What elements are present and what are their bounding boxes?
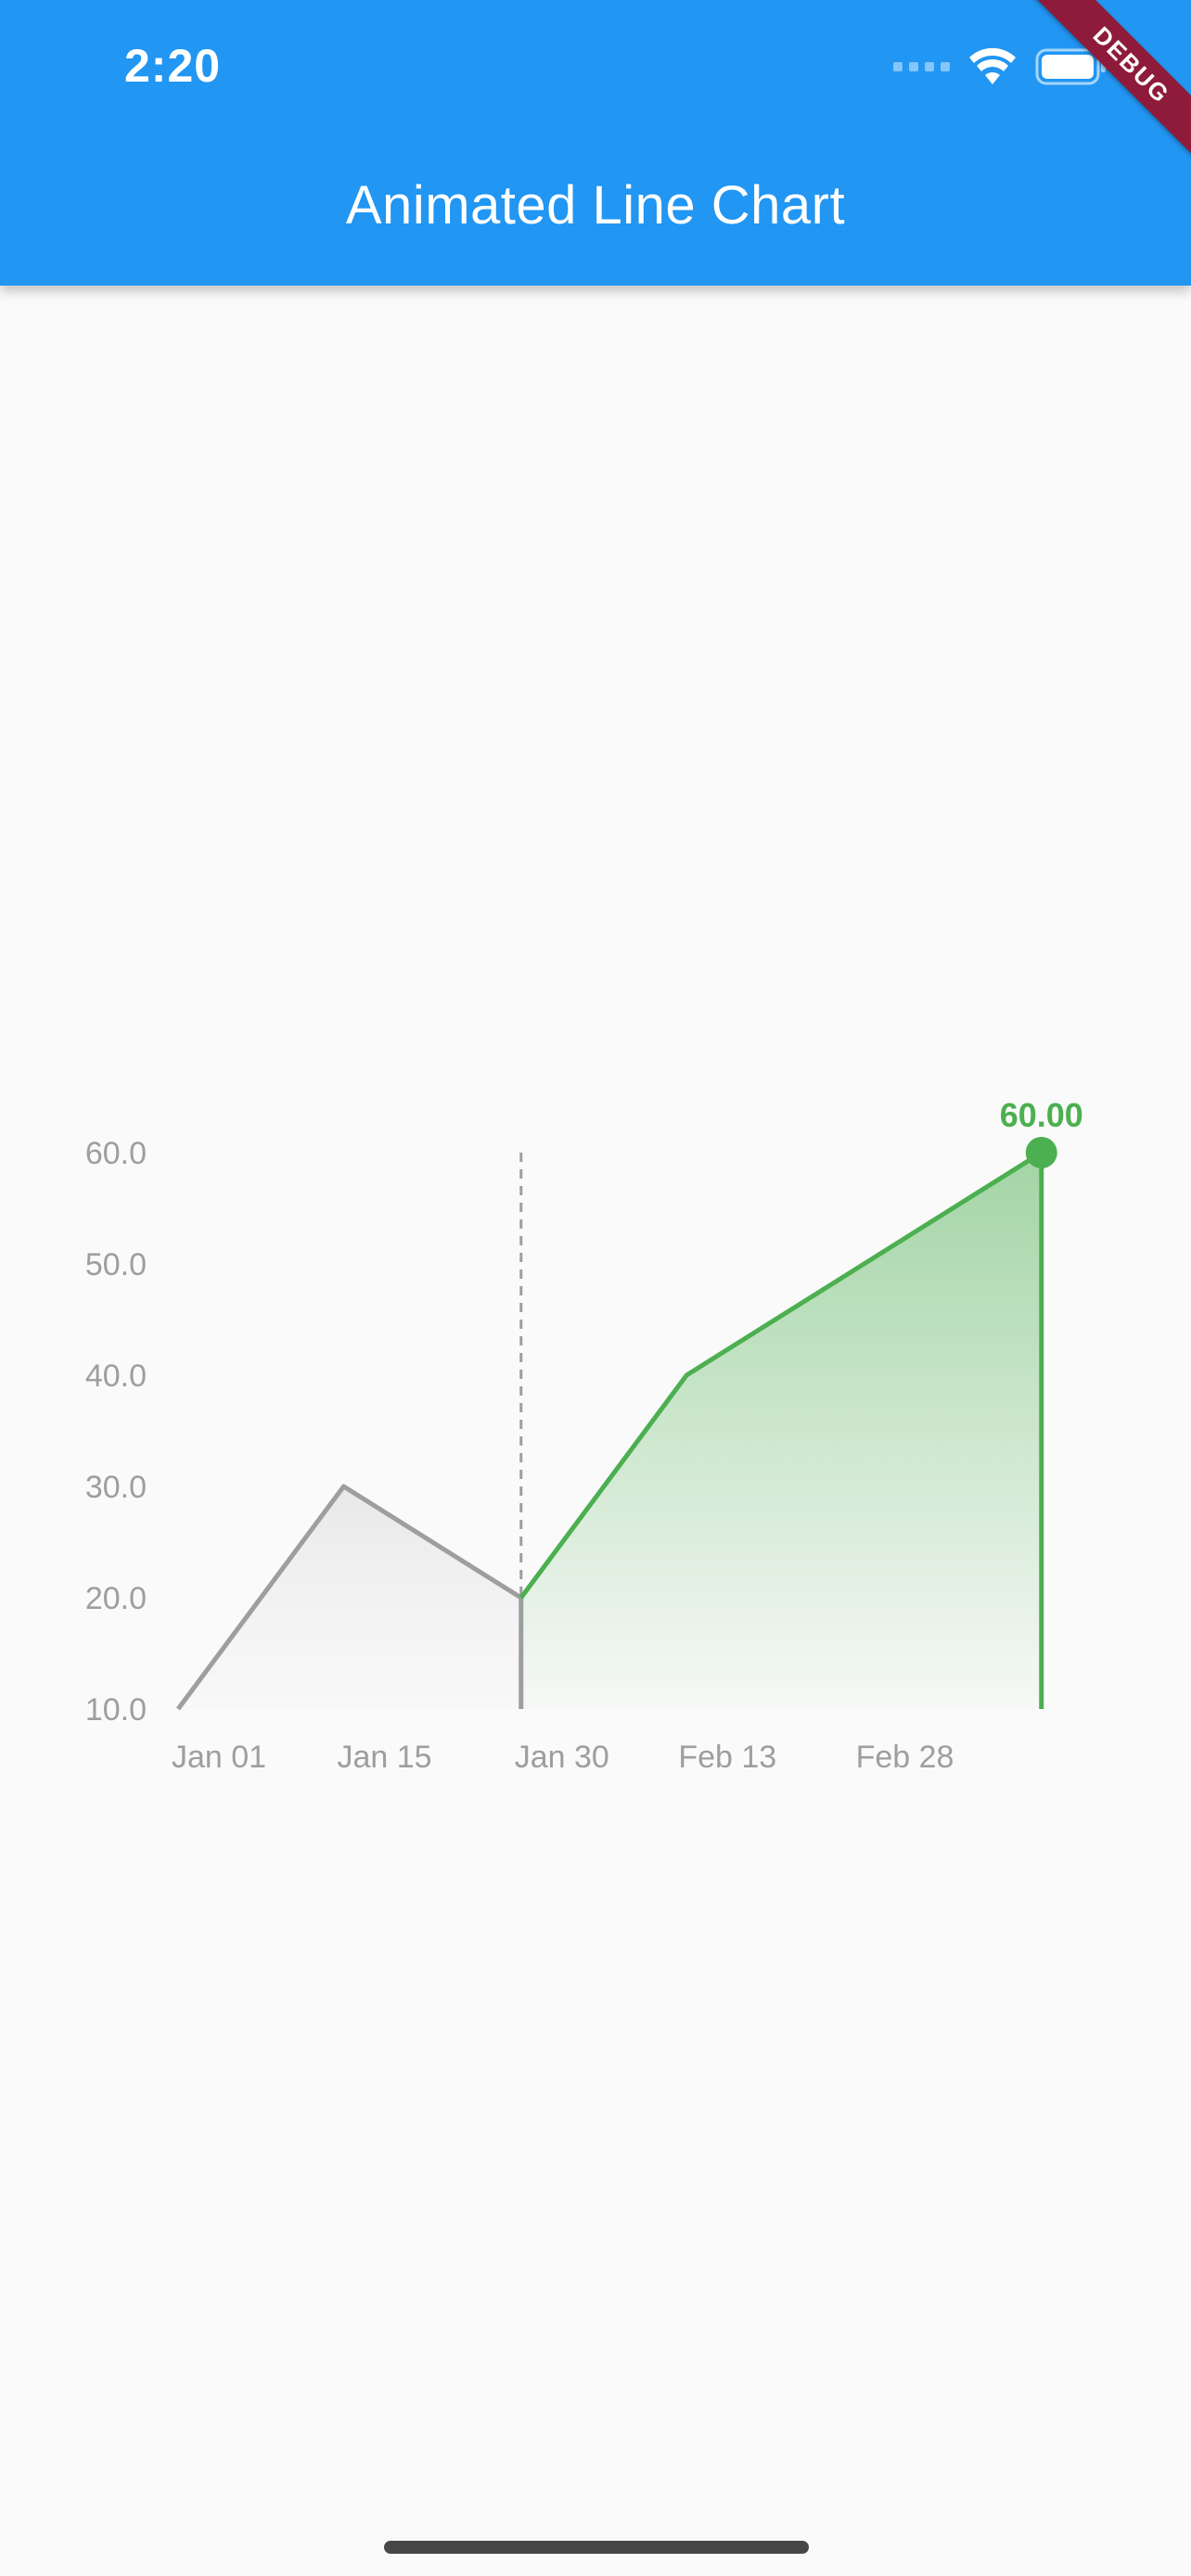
x-tick-label: Feb 13 xyxy=(678,1740,776,1775)
x-tick-label: Jan 15 xyxy=(337,1740,431,1775)
x-axis-ticks: Jan 01 Jan 15 Jan 30 Feb 13 Feb 28 xyxy=(172,1740,954,1775)
y-tick-label: 50.0 xyxy=(85,1247,147,1282)
y-tick-label: 10.0 xyxy=(85,1692,147,1728)
chart-lines xyxy=(175,1150,1044,1711)
app-bar: 2:20 Animated Line Chart xyxy=(0,0,1191,286)
y-tick-label: 20.0 xyxy=(85,1581,147,1616)
app-title: Animated Line Chart xyxy=(345,175,846,236)
debug-banner: DEBUG xyxy=(1024,0,1191,167)
x-tick-label: Jan 30 xyxy=(515,1740,609,1775)
y-tick-label: 60.0 xyxy=(85,1136,147,1171)
highlight-point-marker[interactable] xyxy=(1025,1137,1057,1168)
y-axis-ticks: 60.0 50.0 40.0 30.0 20.0 10.0 xyxy=(85,1136,147,1728)
y-tick-label: 30.0 xyxy=(85,1470,147,1505)
status-time: 2:20 xyxy=(124,40,222,92)
wifi-icon xyxy=(969,47,1016,84)
status-icons xyxy=(893,45,1108,89)
chart-areas xyxy=(178,1153,1042,1709)
debug-banner-label: DEBUG xyxy=(1025,0,1191,167)
home-indicator[interactable] xyxy=(384,2541,809,2554)
battery-icon xyxy=(1035,48,1106,85)
x-tick-label: Feb 28 xyxy=(856,1740,954,1775)
x-tick-label: Jan 01 xyxy=(172,1740,266,1775)
inactive-area xyxy=(178,1486,521,1709)
highlight-value-label: 60.00 xyxy=(1000,1096,1083,1134)
chart-markers: 60.00 xyxy=(1000,1096,1083,1168)
highlight-area xyxy=(520,1153,1042,1709)
highlight-series-line xyxy=(519,1150,1044,1600)
y-tick-label: 40.0 xyxy=(85,1358,147,1394)
inactive-series-line xyxy=(175,1484,523,1711)
signal-icon xyxy=(893,62,950,71)
